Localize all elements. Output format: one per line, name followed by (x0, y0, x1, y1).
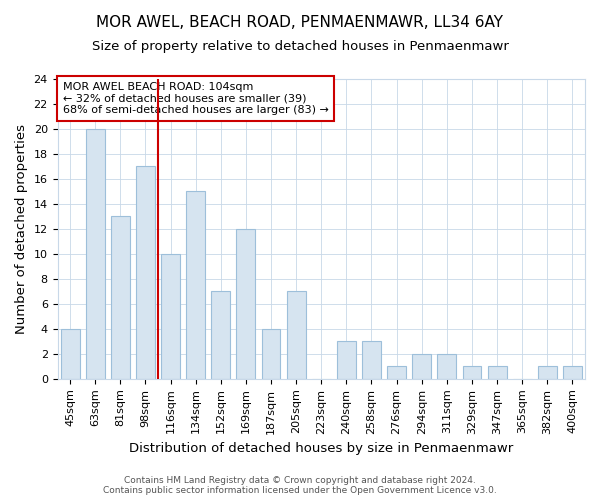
Bar (463, 366, 481, 379)
Bar (111, 216, 130, 379)
X-axis label: Distribution of detached houses by size in Penmaenmawr: Distribution of detached houses by size … (129, 442, 514, 455)
Bar (186, 192, 205, 379)
Bar (488, 366, 506, 379)
Bar (287, 292, 305, 379)
Bar (362, 342, 381, 379)
Bar (262, 329, 280, 379)
Bar (387, 366, 406, 379)
Text: Contains HM Land Registry data © Crown copyright and database right 2024.
Contai: Contains HM Land Registry data © Crown c… (103, 476, 497, 495)
Bar (211, 292, 230, 379)
Bar (61, 329, 80, 379)
Bar (337, 342, 356, 379)
Bar (161, 254, 180, 379)
Bar (563, 366, 582, 379)
Bar (412, 354, 431, 379)
Bar (86, 129, 104, 379)
Text: Size of property relative to detached houses in Penmaenmawr: Size of property relative to detached ho… (92, 40, 508, 53)
Bar (136, 166, 155, 379)
Bar (538, 366, 557, 379)
Bar (437, 354, 456, 379)
Bar (236, 229, 256, 379)
Text: MOR AWEL, BEACH ROAD, PENMAENMAWR, LL34 6AY: MOR AWEL, BEACH ROAD, PENMAENMAWR, LL34 … (97, 15, 503, 30)
Y-axis label: Number of detached properties: Number of detached properties (15, 124, 28, 334)
Text: MOR AWEL BEACH ROAD: 104sqm
← 32% of detached houses are smaller (39)
68% of sem: MOR AWEL BEACH ROAD: 104sqm ← 32% of det… (63, 82, 329, 115)
